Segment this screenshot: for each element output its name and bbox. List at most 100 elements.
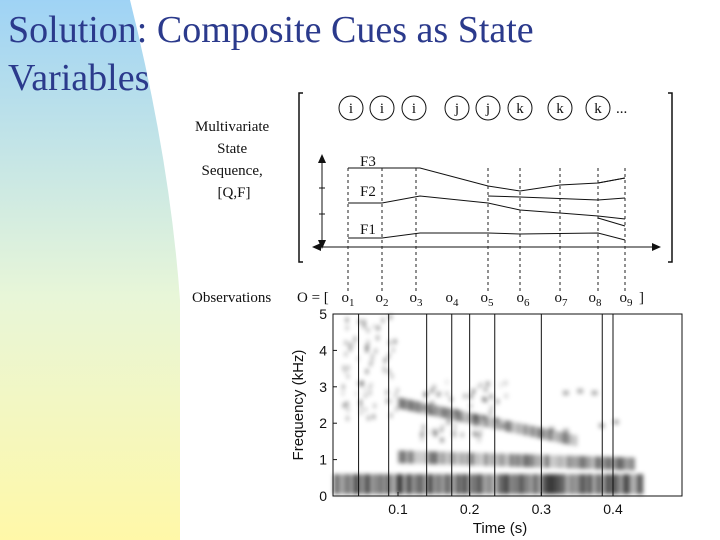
energy-cell	[336, 474, 340, 495]
y-tick-label: 5	[319, 306, 327, 322]
energy-cell	[570, 455, 574, 469]
energy-cell	[640, 474, 644, 495]
state-diagram: i i i j j k k k ... Multivariate State Sequence…	[195, 92, 673, 263]
energy-cell	[372, 324, 376, 330]
energy-cell	[370, 474, 374, 495]
energy-cell	[562, 390, 569, 396]
energy-cell	[584, 456, 589, 469]
energy-cell	[498, 382, 503, 388]
y-axis-label: Frequency (kHz)	[290, 350, 307, 461]
state-label-line-1: Multivariate	[195, 119, 269, 135]
energy-cell	[634, 474, 638, 495]
energy-cell	[528, 474, 532, 495]
energy-cell	[484, 416, 488, 427]
energy-cell	[385, 474, 389, 495]
energy-cell	[600, 474, 604, 495]
energy-cell	[519, 423, 524, 435]
energy-cell	[614, 474, 618, 495]
energy-cell	[527, 425, 531, 437]
energy-cell	[356, 474, 360, 495]
energy-cell	[394, 406, 398, 412]
energy-cell	[345, 317, 349, 323]
energy-cell	[454, 408, 459, 414]
energy-cell	[402, 474, 406, 495]
energy-cell	[582, 474, 586, 495]
energy-cell	[501, 453, 506, 467]
energy-cell	[512, 453, 517, 467]
energy-cell	[440, 437, 445, 443]
state-letter: j	[454, 101, 459, 117]
energy-cell	[451, 452, 456, 465]
energy-cell	[505, 453, 510, 467]
energy-cell	[430, 474, 434, 495]
state-letter: i	[380, 101, 384, 117]
energy-cell	[476, 452, 481, 466]
time-axis-arrow-left	[312, 243, 321, 251]
energy-cell	[460, 432, 465, 438]
energy-cell	[353, 474, 357, 495]
energy-cell	[347, 474, 351, 495]
energy-cell	[453, 474, 457, 495]
energy-cell	[496, 474, 500, 495]
energy-cell	[388, 314, 392, 320]
x-tick-label: 0.1	[388, 501, 408, 517]
energy-cell	[422, 404, 427, 410]
energy-cell	[350, 474, 354, 495]
energy-cell	[566, 433, 571, 445]
energy-cell	[451, 409, 456, 421]
energy-cell	[519, 454, 524, 467]
energy-cell	[485, 381, 490, 387]
energy-cell	[488, 474, 492, 495]
state-node: j	[444, 95, 470, 121]
spectrogram-frame	[332, 313, 683, 497]
energy-cell	[364, 407, 368, 413]
energy-cell	[346, 373, 350, 379]
energy-cell	[483, 387, 488, 393]
energy-cell	[342, 365, 346, 371]
energy-cell	[376, 325, 380, 331]
energy-cell	[480, 453, 485, 466]
state-circle	[547, 95, 573, 121]
formant-track-f1-rise	[597, 217, 626, 227]
energy-cell	[598, 456, 603, 470]
energy-cell	[479, 382, 484, 388]
energy-cell	[481, 396, 486, 402]
energy-cell	[359, 410, 363, 416]
energy-cell	[491, 453, 496, 467]
state-label-line-4: [Q,F]	[218, 185, 251, 201]
energy-cell	[522, 474, 526, 495]
energy-cell	[594, 474, 598, 495]
energy-cell	[502, 474, 506, 495]
energy-cell	[455, 452, 460, 465]
energy-cell	[525, 474, 529, 495]
energy-cell	[511, 474, 515, 495]
energy-cell	[448, 408, 453, 420]
energy-cell	[476, 384, 481, 390]
state-letter: k	[594, 101, 602, 117]
background-curve-shape	[0, 0, 180, 540]
energy-cell	[343, 368, 347, 374]
energy-cell	[609, 456, 614, 470]
energy-cell	[357, 319, 361, 325]
energy-cell	[333, 474, 337, 495]
energy-cell	[346, 365, 350, 371]
energy-cell	[588, 474, 592, 495]
energy-cell	[472, 430, 477, 436]
formant-track-f3b	[597, 177, 626, 184]
observations-equation-end: ]	[639, 290, 644, 306]
energy-cell	[344, 351, 348, 357]
energy-cell	[430, 404, 435, 416]
energy-cell	[544, 429, 549, 440]
energy-cell	[494, 418, 499, 430]
energy-cell	[389, 412, 393, 418]
energy-cell	[452, 423, 457, 429]
energy-cell	[412, 400, 417, 412]
energy-cell	[398, 397, 402, 409]
energy-cell	[559, 432, 564, 444]
energy-cell	[477, 432, 482, 438]
energy-cell	[498, 419, 503, 431]
energy-cell	[345, 325, 349, 331]
energy-cell	[369, 361, 373, 367]
energy-cell	[410, 474, 414, 495]
